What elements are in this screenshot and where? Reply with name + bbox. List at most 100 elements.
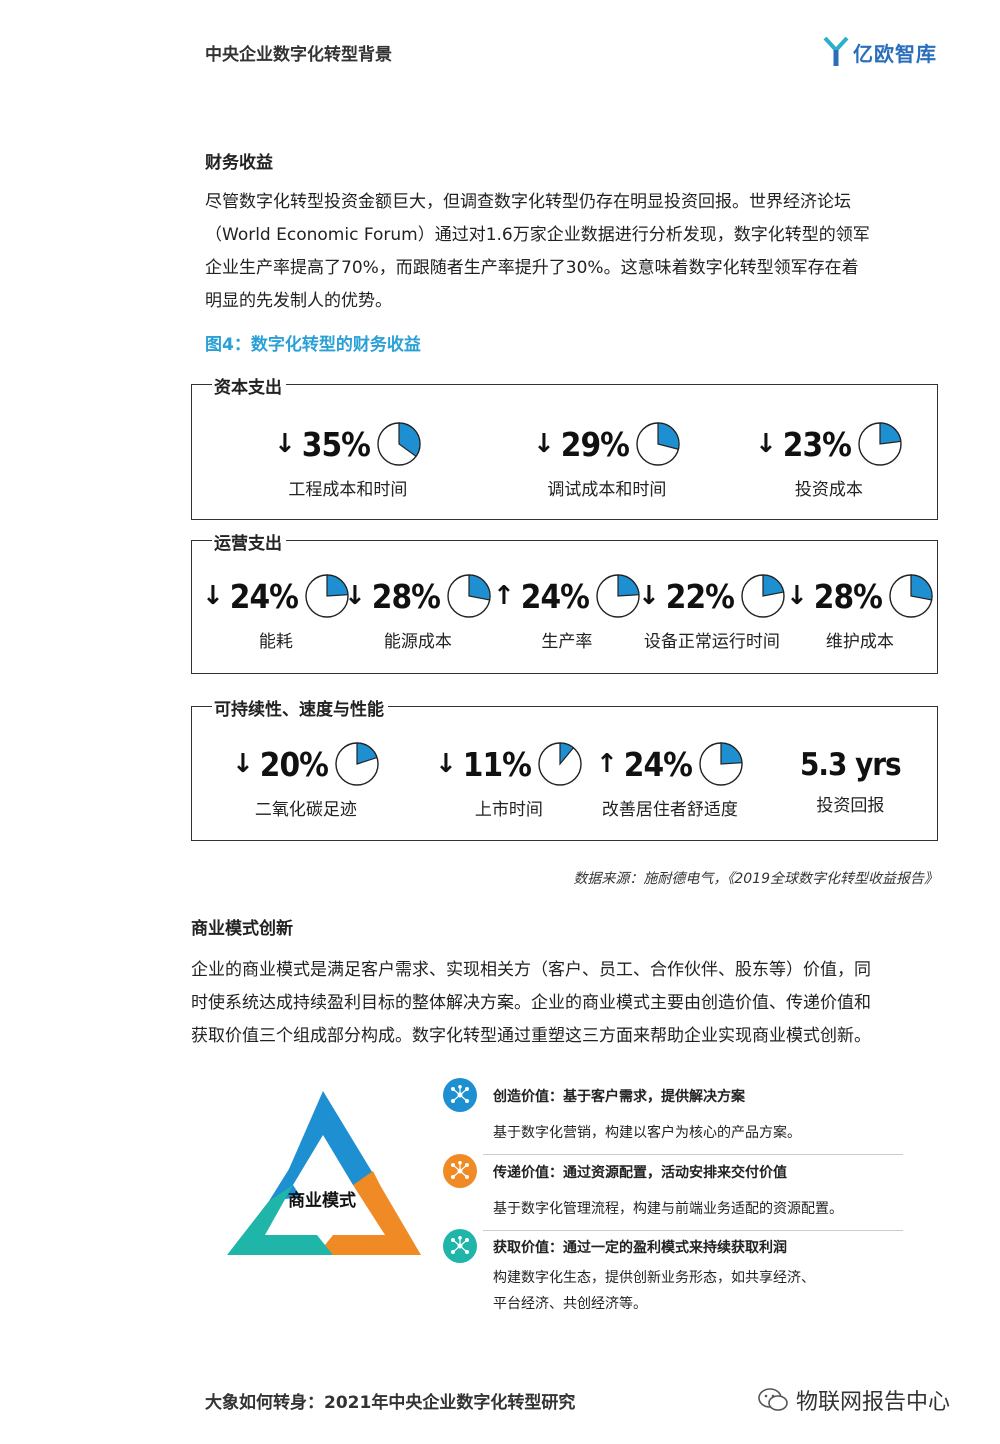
metric-value: 24% bbox=[520, 576, 590, 616]
paragraph-line: （World Economic Forum）通过对1.6万家企业数据进行分析发现… bbox=[205, 225, 870, 245]
arrow-down-icon: ↓ bbox=[638, 581, 660, 611]
metric: ↓ 24% 能耗 bbox=[202, 573, 350, 652]
metric: ↓ 11% 上市时间 bbox=[435, 741, 583, 820]
group-box-capex: 资本支出 ↓ 35% 工程成本和时间 ↓ 29% 调试成本和时间 ↓ 23% 投资成本 bbox=[191, 373, 938, 520]
model-item-title: 传递价值：通过资源配置，活动安排来交付价值 bbox=[493, 1165, 787, 1181]
paragraph-line: 尽管数字化转型投资金额巨大，但调查数字化转型仍存在明显投资回报。世界经济论坛 bbox=[205, 192, 851, 212]
paragraph-line: 企业生产率提高了70%，而跟随者生产率提升了30%。这意味着数字化转型领军存在着 bbox=[205, 258, 859, 278]
metric-value: 24% bbox=[229, 576, 299, 616]
metric-value: 23% bbox=[782, 424, 852, 464]
metric-top: ↓ 23% bbox=[755, 421, 903, 467]
metric-value: 28% bbox=[813, 576, 883, 616]
business-model-triangle bbox=[227, 1091, 421, 1255]
pie-slice bbox=[910, 574, 933, 601]
pie-chart-icon bbox=[741, 574, 785, 618]
metric-top: ↓ 11% bbox=[435, 741, 583, 787]
pie-chart-icon bbox=[889, 574, 933, 618]
metric-label: 能源成本 bbox=[383, 632, 452, 652]
pie-chart-icon bbox=[699, 742, 743, 786]
arrow-down-icon: ↓ bbox=[786, 581, 808, 611]
model-item-desc: 构建数字化生态，提供创新业务形态，如共享经济、 bbox=[493, 1270, 815, 1286]
footer-title: 大象如何转身：2021年中央企业数字化转型研究 bbox=[205, 1393, 576, 1413]
data-source: 数据来源：施耐德电气，《2019全球数字化转型收益报告》 bbox=[573, 871, 938, 887]
triangle-arm-orange bbox=[317, 1171, 421, 1255]
pie-slice bbox=[879, 422, 902, 445]
metric-label: 设备正常运行时间 bbox=[643, 632, 780, 652]
metric-value: 22% bbox=[665, 576, 735, 616]
arrow-down-icon: ↓ bbox=[274, 429, 296, 459]
metric-top: ↓ 28% bbox=[786, 573, 934, 619]
group-label: 可持续性、速度与性能 bbox=[212, 695, 388, 720]
pie-slice bbox=[617, 574, 640, 597]
wechat-icon bbox=[758, 1388, 788, 1411]
metric-label: 生产率 bbox=[541, 632, 593, 652]
pie-slice bbox=[762, 574, 785, 597]
footer-brand-text: 物联网报告中心 bbox=[796, 1390, 951, 1415]
model-item-desc: 平台经济、共创经济等。 bbox=[493, 1296, 647, 1312]
figure-title: 图4：数字化转型的财务收益 bbox=[205, 335, 421, 355]
network-icon bbox=[443, 1229, 477, 1263]
metric: 5.3 yrs 投资回报 bbox=[800, 747, 902, 816]
model-item-title: 创造价值：基于客户需求，提供解决方案 bbox=[493, 1089, 745, 1105]
pie-chart-icon bbox=[636, 422, 680, 466]
arrow-up-icon: ↑ bbox=[493, 581, 515, 611]
paragraph-line: 时使系统达成持续盈利目标的整体解决方案。企业的商业模式主要由创造价值、传递价值和 bbox=[191, 993, 871, 1013]
metric-value: 11% bbox=[462, 744, 532, 784]
pie-chart-icon bbox=[377, 422, 421, 466]
metric: ↓ 22% 设备正常运行时间 bbox=[638, 573, 786, 652]
arrow-down-icon: ↓ bbox=[344, 581, 366, 611]
metric-value: 20% bbox=[259, 744, 329, 784]
divider bbox=[483, 1230, 903, 1231]
pie-slice bbox=[720, 742, 743, 765]
pie-slice bbox=[356, 742, 378, 765]
metric-top: ↑ 24% bbox=[596, 741, 744, 787]
section2-paragraph: 企业的商业模式是满足客户需求、实现相关方（客户、员工、合作伙伴、股东等）价值，同… bbox=[191, 954, 951, 1053]
pie-chart-icon bbox=[596, 574, 640, 618]
arrow-down-icon: ↓ bbox=[202, 581, 224, 611]
group-box-opex: 运营支出 ↓ 24% 能耗 ↓ 28% 能源成本 ↑ 24% 生产率 ↓ 22% 设备正常运行时… bbox=[191, 529, 938, 674]
metric-top: ↑ 24% bbox=[493, 573, 641, 619]
metric: ↓ 20% 二氧化碳足迹 bbox=[232, 741, 380, 820]
metric-label: 维护成本 bbox=[825, 632, 894, 652]
triangle-arm-teal bbox=[227, 1185, 333, 1255]
section1-paragraph: 尽管数字化转型投资金额巨大，但调查数字化转型仍存在明显投资回报。世界经济论坛 （… bbox=[205, 186, 945, 318]
pie-chart-icon bbox=[538, 742, 582, 786]
logo-icon bbox=[823, 36, 849, 66]
metric-top: ↓ 22% bbox=[638, 573, 786, 619]
metric-label: 投资回报 bbox=[816, 796, 885, 816]
network-icon bbox=[443, 1078, 477, 1112]
arrow-down-icon: ↓ bbox=[435, 749, 457, 779]
metric: ↓ 23% 投资成本 bbox=[755, 421, 903, 500]
section-heading-financial: 财务收益 bbox=[205, 153, 273, 173]
group-label: 资本支出 bbox=[212, 373, 286, 398]
metric-label: 上市时间 bbox=[474, 800, 543, 820]
model-item-desc: 基于数字化管理流程，构建与前端业务适配的资源配置。 bbox=[493, 1201, 843, 1217]
metric-label: 改善居住者舒适度 bbox=[601, 800, 738, 820]
paragraph-line: 获取价值三个组成部分构成。数字化转型通过重塑这三方面来帮助企业实现商业模式创新。 bbox=[191, 1026, 871, 1046]
pie-chart-icon bbox=[335, 742, 379, 786]
pie-chart-icon bbox=[305, 574, 349, 618]
group-box-sustainability: 可持续性、速度与性能 ↓ 20% 二氧化碳足迹 ↓ 11% 上市时间 ↑ 24% 改善居住者… bbox=[191, 695, 938, 841]
metric-value: 29% bbox=[560, 424, 630, 464]
pie-slice bbox=[398, 422, 421, 458]
metric: ↓ 29% 调试成本和时间 bbox=[533, 421, 681, 500]
metric-top: ↓ 24% bbox=[202, 573, 350, 619]
paragraph-line: 明显的先发制人的优势。 bbox=[205, 291, 392, 311]
metric-label: 能耗 bbox=[258, 632, 293, 652]
metric-top: ↓ 29% bbox=[533, 421, 681, 467]
metric-label: 投资成本 bbox=[794, 480, 863, 500]
metric-value: 35% bbox=[301, 424, 371, 464]
metric-top: 5.3 yrs bbox=[800, 747, 902, 783]
model-item-desc: 基于数字化营销，构建以客户为核心的产品方案。 bbox=[493, 1125, 801, 1141]
paragraph-line: 企业的商业模式是满足客户需求、实现相关方（客户、员工、合作伙伴、股东等）价值，同 bbox=[191, 960, 871, 980]
triangle-arm-blue bbox=[269, 1091, 380, 1201]
metric-top: ↓ 20% bbox=[232, 741, 380, 787]
metric-top: ↓ 35% bbox=[274, 421, 422, 467]
arrow-down-icon: ↓ bbox=[533, 429, 555, 459]
metric-top: ↓ 28% bbox=[344, 573, 492, 619]
group-label: 运营支出 bbox=[212, 529, 286, 554]
metric-label: 工程成本和时间 bbox=[288, 480, 408, 500]
pie-slice bbox=[468, 574, 491, 601]
pie-chart-icon bbox=[447, 574, 491, 618]
footer-brand: 物联网报告中心 bbox=[758, 1384, 950, 1416]
